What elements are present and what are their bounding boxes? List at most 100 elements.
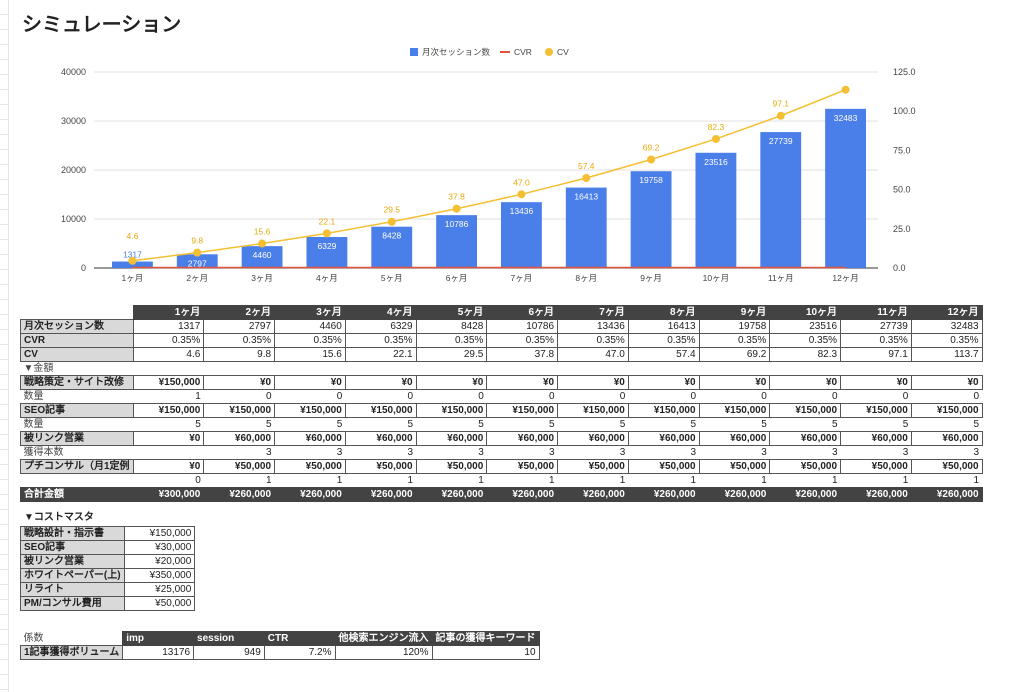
- coef-value: 13176: [122, 645, 195, 660]
- table-row: 数量 1 0 0 0 0 0 0 0 0 0 0 0: [21, 390, 983, 404]
- cv-point: [776, 111, 785, 120]
- cell: ¥60,000: [203, 431, 276, 446]
- table-row: 合計金額 ¥300,000 ¥260,000 ¥260,000 ¥260,000 ¥260…: [20, 487, 983, 502]
- column-header: 7ヶ月: [557, 305, 629, 320]
- cell: 57.4: [627, 347, 700, 362]
- bar-data-label: 13436: [510, 206, 534, 216]
- legend-label: CVR: [514, 47, 532, 57]
- cell: 16413: [627, 319, 700, 334]
- column-header: 8ヶ月: [627, 305, 700, 320]
- cell: 19758: [698, 319, 771, 334]
- cv-data-label: 97.1: [772, 99, 789, 109]
- cost-row: SEO記事 ¥30,000: [20, 540, 196, 555]
- bar-data-label: 6329: [317, 241, 336, 251]
- sheet-row-gutter: [0, 0, 9, 692]
- column-header: 1ヶ月: [132, 305, 205, 320]
- cv-data-label: 82.3: [708, 122, 725, 132]
- cell: 27739: [840, 319, 912, 334]
- cell: ¥150,000: [132, 375, 205, 390]
- cell: 1: [973, 475, 980, 486]
- cost-master-title: ▼コストマスタ: [24, 512, 94, 523]
- bar: [695, 152, 737, 268]
- y2-tick-label: 50.0: [893, 185, 911, 195]
- cell: 0: [407, 391, 414, 402]
- table-row: 獲得本数 3 3 3 3 3 3 3 3 3 3 3: [21, 446, 983, 460]
- cell: ¥150,000: [132, 403, 205, 418]
- cell: ¥0: [557, 375, 629, 390]
- cell: 1: [266, 475, 272, 486]
- cell: ¥50,000: [627, 459, 700, 474]
- table-row: ▼金額: [21, 362, 983, 376]
- x-tick-label: 12ヶ月: [832, 273, 858, 283]
- column-header: 6ヶ月: [486, 305, 559, 320]
- bar: [565, 187, 607, 268]
- bar: [371, 226, 413, 268]
- x-tick-label: 4ヶ月: [316, 273, 338, 283]
- bar: [760, 132, 802, 268]
- cell: ¥50,000: [203, 459, 276, 474]
- cell: ¥260,000: [203, 487, 276, 502]
- cell: 0: [549, 391, 555, 402]
- cv-data-label: 69.2: [643, 142, 660, 152]
- cell: ¥260,000: [274, 487, 346, 502]
- table-row: 戦略策定・サイト改修 ¥150,000 ¥0 ¥0 ¥0 ¥0 ¥0 ¥0 ¥0 ¥0 ¥0 ¥0 ¥0: [20, 375, 983, 390]
- cell: 47.0: [557, 347, 629, 362]
- row-label: 数量: [23, 419, 44, 430]
- cell: ¥60,000: [698, 431, 771, 446]
- cv-point: [517, 190, 526, 199]
- row-label: 数量: [23, 391, 44, 402]
- cell: ¥0: [627, 375, 700, 390]
- bar-data-label: 27739: [769, 136, 793, 146]
- cell: ¥0: [698, 375, 771, 390]
- cell: ¥50,000: [486, 459, 559, 474]
- cell: ¥260,000: [698, 487, 771, 502]
- cell: ¥0: [344, 375, 417, 390]
- cell: ¥300,000: [132, 487, 205, 502]
- column-header: 2ヶ月: [203, 305, 276, 320]
- cell: ¥150,000: [627, 403, 700, 418]
- cost-label: 戦略設計・指示書: [20, 526, 125, 541]
- table-row: 数量 5 5 5 5 5 5 5 5 5 5 5 5: [21, 418, 983, 432]
- table-row: CV 4.6 9.8 15.6 22.1 29.5 37.8 47.0 57.4 69.2 82.3…: [20, 347, 983, 362]
- cv-data-label: 22.1: [319, 216, 336, 226]
- cell: 0.35%: [627, 333, 700, 348]
- bar-data-label: 1317: [123, 250, 142, 260]
- cell: ¥260,000: [486, 487, 559, 502]
- column-header: 3ヶ月: [274, 305, 346, 320]
- cv-point: [582, 173, 591, 182]
- row-label: SEO記事: [20, 403, 134, 418]
- cell: ¥0: [486, 375, 559, 390]
- cell: ¥0: [132, 431, 205, 446]
- coef-value: 120%: [334, 645, 433, 660]
- cell: 0.35%: [344, 333, 417, 348]
- cell: ¥50,000: [415, 459, 488, 474]
- cell: 0.35%: [557, 333, 629, 348]
- cell: ¥50,000: [840, 459, 912, 474]
- cell: 2797: [203, 319, 276, 334]
- legend-swatch-cv: [545, 48, 553, 56]
- x-tick-label: 7ヶ月: [511, 273, 533, 283]
- cost-label: PM/コンサル費用: [20, 596, 125, 611]
- cell: 5: [761, 419, 767, 430]
- cell: 5: [549, 419, 555, 430]
- bar-data-label: 4460: [253, 250, 272, 260]
- bar: [825, 108, 867, 268]
- cell: 5: [336, 419, 343, 430]
- cell: ¥60,000: [910, 431, 983, 446]
- x-tick-label: 10ヶ月: [703, 273, 729, 283]
- cv-point: [258, 239, 267, 248]
- cost-value: ¥30,000: [123, 540, 196, 555]
- cell: ¥260,000: [840, 487, 912, 502]
- column-header: 9ヶ月: [698, 305, 771, 320]
- cell: ¥60,000: [415, 431, 488, 446]
- y2-tick-label: 125.0: [893, 67, 916, 77]
- row-label: CVR: [20, 333, 134, 348]
- section-label: ▼金額: [23, 363, 54, 374]
- cell: ¥0: [840, 375, 912, 390]
- cell: 0.35%: [415, 333, 488, 348]
- cell: ¥260,000: [769, 487, 842, 502]
- cell: ¥150,000: [415, 403, 488, 418]
- cell: 5: [619, 419, 626, 430]
- cost-value: ¥50,000: [123, 596, 196, 611]
- cost-value: ¥25,000: [123, 582, 196, 597]
